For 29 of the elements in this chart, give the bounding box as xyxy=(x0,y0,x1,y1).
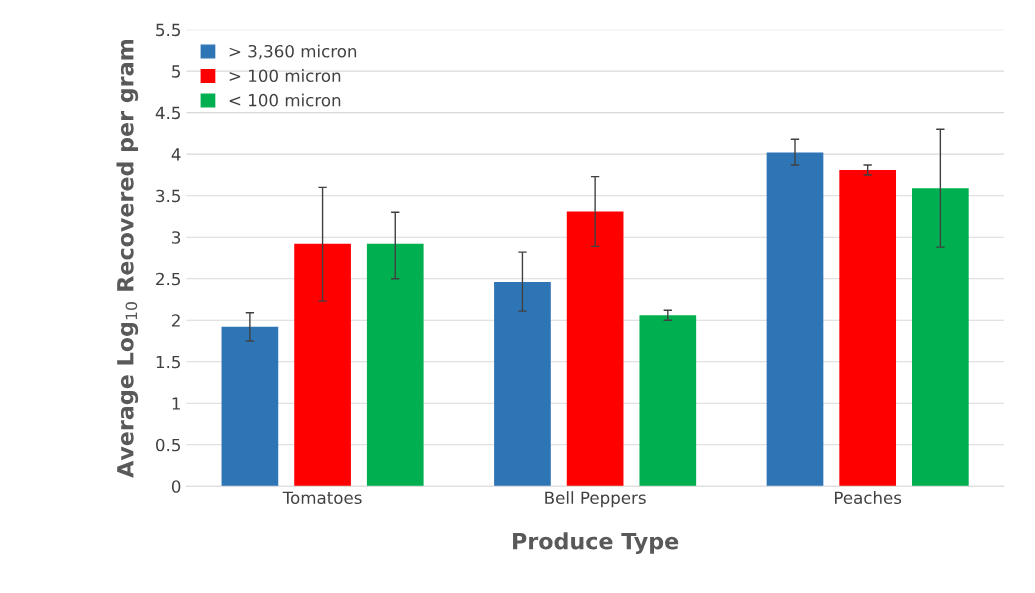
y-tick-label: 4.5 xyxy=(155,106,180,120)
legend-label: > 100 micron xyxy=(229,69,341,83)
legend-label: < 100 micron xyxy=(229,93,341,107)
y-tick-label: 1.5 xyxy=(156,355,180,369)
bar xyxy=(912,188,969,487)
bar xyxy=(494,282,551,487)
y-tick-label: 3 xyxy=(172,231,181,244)
legend-label: > 3,360 micron xyxy=(229,44,357,60)
y-tick-label: 0.5 xyxy=(156,438,180,452)
bar xyxy=(294,243,351,487)
y-tick-label: 0 xyxy=(171,480,181,493)
y-tick-label: 5 xyxy=(172,65,180,78)
bar xyxy=(366,243,424,487)
y-tick-label: 4 xyxy=(171,148,181,161)
y-axis-title: Average Log$_{10}$ Recovered per gram xyxy=(116,39,139,478)
x-tick-label: Bell Peppers xyxy=(545,491,646,508)
y-tick-label: 5.5 xyxy=(156,23,180,37)
y-tick-label: 1 xyxy=(172,397,180,410)
x-tick-label: Peaches xyxy=(835,491,902,505)
bar xyxy=(566,211,624,487)
y-tick-label: 2 xyxy=(172,314,180,327)
bar xyxy=(766,152,824,487)
y-tick-label: 2.5 xyxy=(156,272,180,286)
bar xyxy=(639,315,697,487)
bar xyxy=(221,326,279,487)
x-tick-label: Tomatoes xyxy=(282,491,362,505)
y-tick-label: 3.5 xyxy=(156,189,180,203)
bar xyxy=(839,169,897,487)
x-axis-title: Produce Type xyxy=(513,532,679,554)
